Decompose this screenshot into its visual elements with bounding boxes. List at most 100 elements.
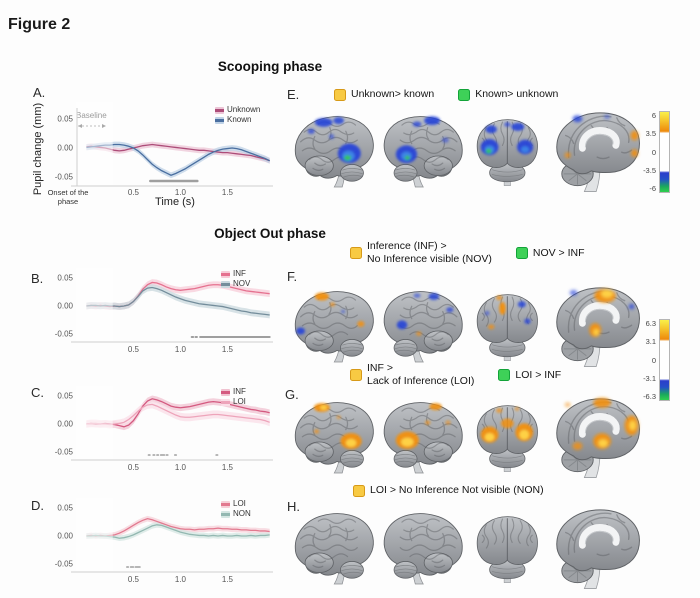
positive-contrast-swatch [350,369,362,382]
brain-render-medial [556,112,640,192]
pupil-plot-b: 0.5 1.0 1.5 0.05 0.00 -0.05 [55,268,273,354]
positive-contrast-swatch [334,88,346,101]
brain-row-h [290,503,646,592]
colorbar-tick: 6.3 [645,319,656,328]
contrast-label-line1: INF > [367,362,393,374]
pupil-plot-c: 0.5 1.0 1.5 0.05 0.00 -0.05 [55,386,273,472]
plot-legend-c: INF LOI [221,387,246,407]
pupil-plot-a: 0.5 1.0 1.5 0.05 0.00 -0.05 [55,102,273,197]
brain-render-lateral-left [294,402,374,474]
contrast-label-line2: No Inference visible (NOV) [367,253,492,266]
negative-contrast-swatch [458,88,471,101]
brain-render-medial [556,397,640,478]
brain-render-posterior [476,516,538,583]
positive-contrast-swatch [350,247,362,260]
legend-marker-NOV [221,280,230,288]
colorbar-tick: 3.5 [645,129,656,139]
y-tick-label: -0.05 [55,330,74,339]
brain-render-posterior [476,119,538,186]
pupil-chart-panel-d: 0.5 1.0 1.5 0.05 0.00 -0.05 LOI NON [55,496,295,588]
x-tick-label: 1.0 [175,463,187,472]
contrast-legend-f: Inference (INF) > No Inference visible (… [350,240,585,266]
contrast-label-line2: Lack of Inference (LOI) [367,375,475,388]
brain-row-g [290,392,646,481]
figure-title: Figure 2 [8,16,71,33]
legend-label: INF [233,387,246,396]
colorbar-tick: -3.5 [643,165,656,175]
colorbar-tick-labels: 6 3.5 0 -3.5 -6 [632,111,659,193]
y-tick-label: 0.00 [57,420,73,429]
panel-label-g: G. [285,387,299,402]
contrast-label: NOV > INF [532,246,585,259]
panel-label-b: B. [31,271,44,286]
series-line-NOV [86,286,270,316]
colorbar-tick-labels: 6.3 3.1 0 -3.1 -6.3 [632,319,659,401]
legend-label: INF [233,269,246,278]
legend-marker-INF [221,388,230,396]
x-tick-label: 1.5 [222,345,234,354]
baseline-fade [76,102,113,185]
pupil-chart-panel-b: 0.5 1.0 1.5 0.05 0.00 -0.05 INF NOV [55,266,295,358]
series-line-INF [86,398,270,428]
pupil-chart-panel-a: 0.5 1.0 1.5 0.05 0.00 -0.05 Unknown Known [55,100,295,200]
contrast-label: Unknown> known [351,88,435,100]
negative-contrast-swatch [515,247,528,260]
colorbar-tick: 3.1 [645,337,656,347]
brain-render-lateral-left [294,291,374,363]
x-tick-label: 1.0 [175,188,187,197]
panel-label-a: A. [33,85,46,100]
y-tick-label: 0.00 [57,302,73,311]
legend-item-NON: NON [221,509,251,519]
brain-render-lateral-right [383,291,463,363]
ribbon-LOI [86,515,270,539]
x-tick-label: 0.5 [128,575,140,584]
brain-render-lateral-right [383,116,463,188]
series-line-NON [86,524,270,539]
legend-label: Unknown [227,105,261,114]
brain-render-medial [556,287,640,367]
legend-marker-Unknown [215,106,224,114]
legend-item-LOI: LOI [221,499,251,509]
colorbar-tick: -6 [649,184,656,193]
contrast-label: LOI > INF [515,368,562,381]
legend-item-Unknown: Unknown [215,105,260,115]
y-tick-label: 0.05 [57,504,73,513]
y-tick-label: 0.05 [57,115,73,124]
ribbon-LOI [86,400,270,429]
plot-legend-d: LOI NON [221,499,251,519]
plot-legend-b: INF NOV [221,269,250,289]
contrast-legend-e: Unknown> known Known> unknown [334,88,558,101]
contrast-label-line1: Inference (INF) > [367,240,447,252]
y-tick-label: 0.05 [57,274,73,283]
ribbon-NOV [86,284,270,319]
section-title-object-out: Object Out phase [214,226,326,241]
baseline-fade [76,386,113,459]
x-tick-label: 1.0 [175,575,187,584]
series-line-Unknown [86,143,270,162]
legend-item-INF: INF [221,269,250,279]
contrast-label: LOI > No Inference Not visible (NON) [370,484,544,496]
brain-render-posterior [476,405,538,472]
brain-render-lateral-left [294,116,374,188]
x-axis-label: Time (s) [155,196,195,208]
section-title-scooping: Scooping phase [217,59,323,74]
y-tick-label: 0.00 [57,532,73,541]
x-tick-label: 1.5 [222,188,234,197]
brain-render-posterior [476,294,538,361]
pupil-plot-d: 0.5 1.0 1.5 0.05 0.00 -0.05 [55,498,273,584]
series-line-LOI [86,403,270,426]
legend-label: NON [233,509,251,518]
brain-render-lateral-right [383,402,463,474]
contrast-label-block: INF > Lack of Inference (LOI) [367,362,474,388]
legend-marker-INF [221,270,230,278]
x-tick-label: 1.5 [222,463,234,472]
pupil-chart-panel-c: 0.5 1.0 1.5 0.05 0.00 -0.05 INF LOI [55,384,295,476]
contrast-legend-h: LOI > No Inference Not visible (NON) [353,484,544,497]
x-tick-label: 1.5 [222,575,234,584]
x-tick-label: 0.5 [128,188,140,197]
y-tick-label: 0.00 [57,144,73,153]
baseline-fade [76,268,113,341]
onset-annotation: Onset of the phase [47,188,89,206]
y-tick-label: -0.05 [55,173,74,182]
colorbar-tick: 6 [651,111,656,120]
